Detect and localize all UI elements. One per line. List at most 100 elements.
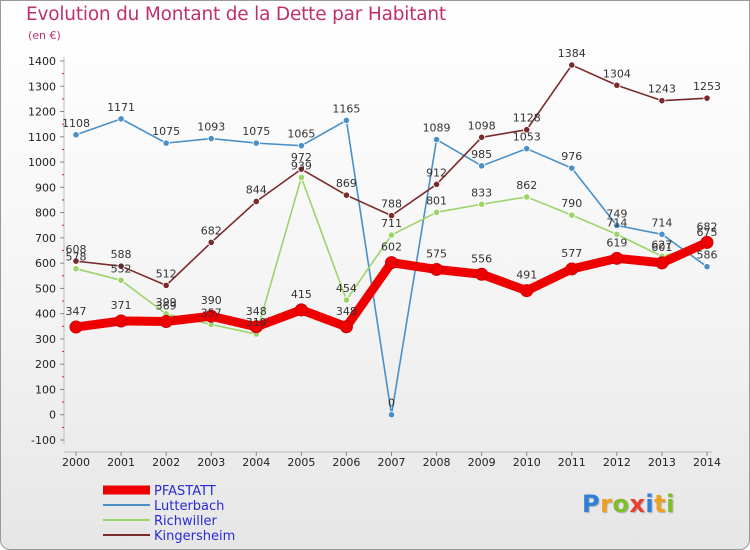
data-label: 347: [66, 305, 87, 318]
x-tick-label: 2012: [603, 456, 631, 469]
x-tick-label: 2006: [332, 456, 360, 469]
data-label: 1108: [62, 117, 90, 130]
data-point: [523, 126, 531, 134]
data-label: 749: [606, 207, 627, 220]
data-label: 1128: [513, 112, 541, 125]
data-label: 1075: [242, 125, 270, 138]
data-label: 1053: [513, 131, 541, 144]
data-point: [568, 61, 576, 69]
data-label: 1253: [693, 80, 721, 93]
y-tick-label: 800: [35, 207, 56, 220]
data-label: 972: [291, 151, 312, 164]
data-point: [339, 320, 353, 334]
data-label: 985: [471, 148, 492, 161]
data-point: [342, 191, 351, 199]
series-pfastatt: [69, 235, 714, 334]
data-label: 1065: [287, 128, 315, 141]
x-tick-label: 2008: [423, 456, 451, 469]
data-point: [658, 97, 666, 105]
data-label: 348: [336, 305, 357, 318]
data-point: [387, 411, 396, 419]
data-label: 454: [336, 282, 357, 295]
data-point: [478, 162, 486, 170]
x-tick-label: 2014: [693, 456, 721, 469]
logo-letter: P: [582, 490, 601, 518]
data-point: [69, 320, 83, 334]
x-tick-label: 2004: [242, 456, 270, 469]
data-point: [703, 94, 711, 102]
data-label: 1075: [152, 125, 180, 138]
data-point: [568, 211, 576, 219]
data-point: [204, 309, 218, 323]
data-label: 682: [697, 220, 718, 233]
data-point: [207, 238, 215, 247]
y-tick-label: 900: [35, 181, 56, 194]
data-label: 627: [651, 238, 672, 251]
data-point: [342, 296, 351, 304]
axes: -100 0 100 200 300 400 500 600 700 800 900 1000 1100…: [28, 55, 721, 469]
logo-letter: r: [600, 490, 613, 518]
data-label: 833: [471, 186, 492, 199]
x-tick-label: 2000: [62, 456, 90, 469]
y-tick-label: 300: [35, 333, 56, 346]
data-label: 532: [111, 262, 132, 275]
data-point: [297, 165, 305, 173]
data-point: [117, 115, 125, 123]
data-point: [252, 197, 260, 206]
logo-letter: i: [645, 490, 655, 518]
data-point: [159, 314, 173, 328]
data-point: [703, 263, 711, 271]
data-label: 1243: [648, 83, 676, 96]
y-tick-label: 1400: [28, 55, 56, 68]
data-point: [565, 262, 579, 276]
data-point: [432, 208, 441, 216]
data-label: 714: [606, 216, 627, 229]
data-label: 608: [66, 243, 87, 256]
data-point: [249, 320, 263, 334]
data-label: 586: [697, 249, 718, 262]
data-point: [610, 251, 624, 265]
legend-label: Richwiller: [154, 514, 217, 529]
data-label: 491: [516, 269, 537, 282]
data-point: [700, 235, 714, 249]
legend-item-kingersheim: Kingersheim: [103, 529, 235, 544]
y-tick-label: 1100: [28, 131, 56, 144]
data-label: 862: [516, 179, 537, 192]
x-tick-label: 2010: [513, 456, 541, 469]
data-label: 619: [606, 236, 627, 249]
data-point: [523, 145, 531, 153]
x-tick-label: 2001: [107, 456, 135, 469]
data-label: 390: [201, 294, 222, 307]
x-tick-label: 2005: [287, 456, 315, 469]
data-label: 556: [471, 252, 492, 265]
data-label: 682: [201, 224, 222, 237]
data-point: [162, 139, 170, 147]
data-point: [252, 139, 260, 147]
y-tick-label: 100: [35, 383, 56, 396]
data-point: [475, 267, 489, 281]
legend-label: Lutterbach: [154, 499, 224, 514]
data-label: 714: [651, 216, 672, 229]
data-label: 578: [66, 251, 87, 264]
data-label: 1089: [423, 122, 451, 135]
data-label: 1165: [332, 102, 360, 115]
data-label: 1304: [603, 67, 631, 80]
data-point: [613, 221, 621, 230]
data-point: [430, 262, 444, 276]
data-label: 588: [111, 248, 132, 261]
data-labels: 1108 1171 1075 1093 1075 1065 1165 0 1089 985 1053…: [62, 47, 721, 410]
y-tick-label: 400: [35, 308, 56, 321]
data-label: 415: [291, 288, 312, 301]
data-point: [297, 142, 305, 150]
series-layer: [69, 61, 714, 419]
data-point: [72, 131, 80, 139]
logo-letter: x: [629, 490, 646, 518]
x-tick-label: 2011: [558, 456, 586, 469]
legend-item-lutterbach: Lutterbach: [103, 499, 224, 514]
y-tick-label: 1300: [28, 80, 56, 93]
chart-title: Evolution du Montant de la Dette par Hab…: [26, 4, 446, 25]
data-point: [655, 256, 669, 270]
data-point: [523, 193, 531, 201]
legend-item-pfastatt: PFASTATT: [103, 484, 216, 499]
